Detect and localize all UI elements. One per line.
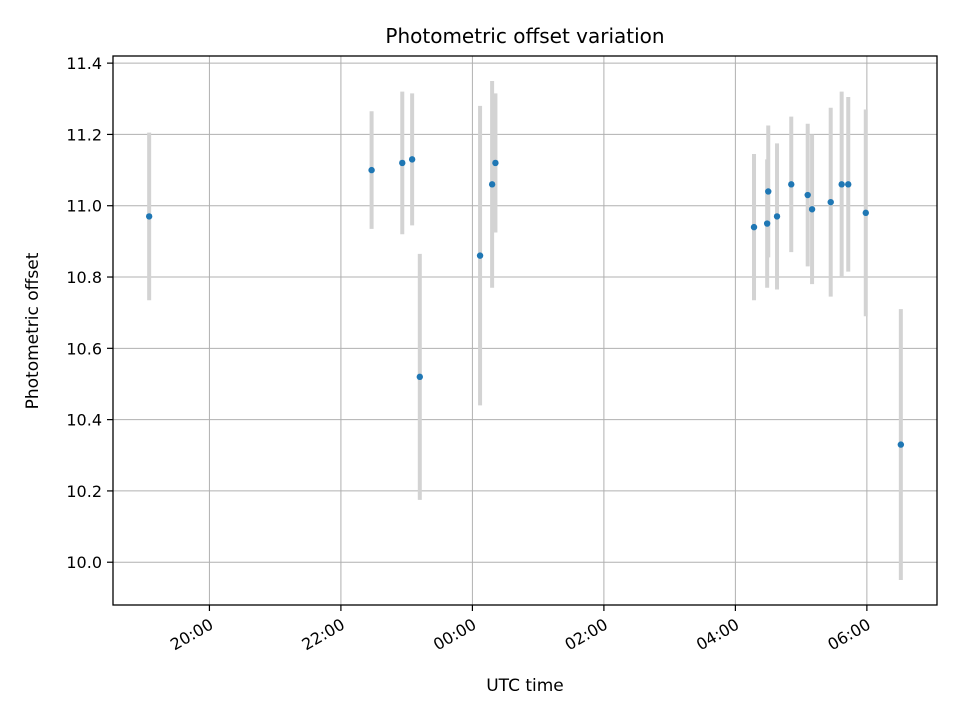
data-point xyxy=(845,181,852,188)
chart-title: Photometric offset variation xyxy=(385,24,664,48)
data-point xyxy=(492,159,499,167)
data-point xyxy=(897,441,905,448)
plot-area-frame xyxy=(112,55,938,606)
grid-lines xyxy=(113,56,937,605)
y-tick-label: 10.6 xyxy=(66,339,102,358)
data-points xyxy=(145,156,905,448)
data-point xyxy=(750,223,758,231)
x-axis-label: UTC time xyxy=(486,676,564,696)
y-tick-label: 10.8 xyxy=(66,268,102,287)
y-tick-label: 11.2 xyxy=(66,125,102,144)
data-point xyxy=(773,213,781,220)
data-point xyxy=(765,188,772,195)
data-point xyxy=(476,252,484,259)
y-tick-label: 11.0 xyxy=(66,197,102,216)
data-point xyxy=(408,156,416,163)
data-point xyxy=(488,181,496,188)
y-tick-label: 10.0 xyxy=(66,553,102,572)
y-tick-label: 11.4 xyxy=(66,54,102,73)
data-point xyxy=(399,159,406,167)
data-point xyxy=(862,209,869,217)
data-point xyxy=(838,181,845,188)
y-tick-label: 10.4 xyxy=(66,411,102,430)
data-point xyxy=(145,213,153,220)
data-point xyxy=(808,206,816,213)
y-tick-label: 10.2 xyxy=(66,482,102,501)
data-point xyxy=(804,191,811,199)
y-axis-ticks: 10.0 10.2 10.4 10.6 10.8 11.0 11.2 11.4 xyxy=(66,54,113,572)
data-point xyxy=(763,220,771,227)
data-point xyxy=(788,181,795,188)
data-point xyxy=(368,166,375,174)
data-point xyxy=(827,198,834,206)
y-axis-label: Photometric offset xyxy=(23,252,43,409)
data-point xyxy=(416,373,424,381)
